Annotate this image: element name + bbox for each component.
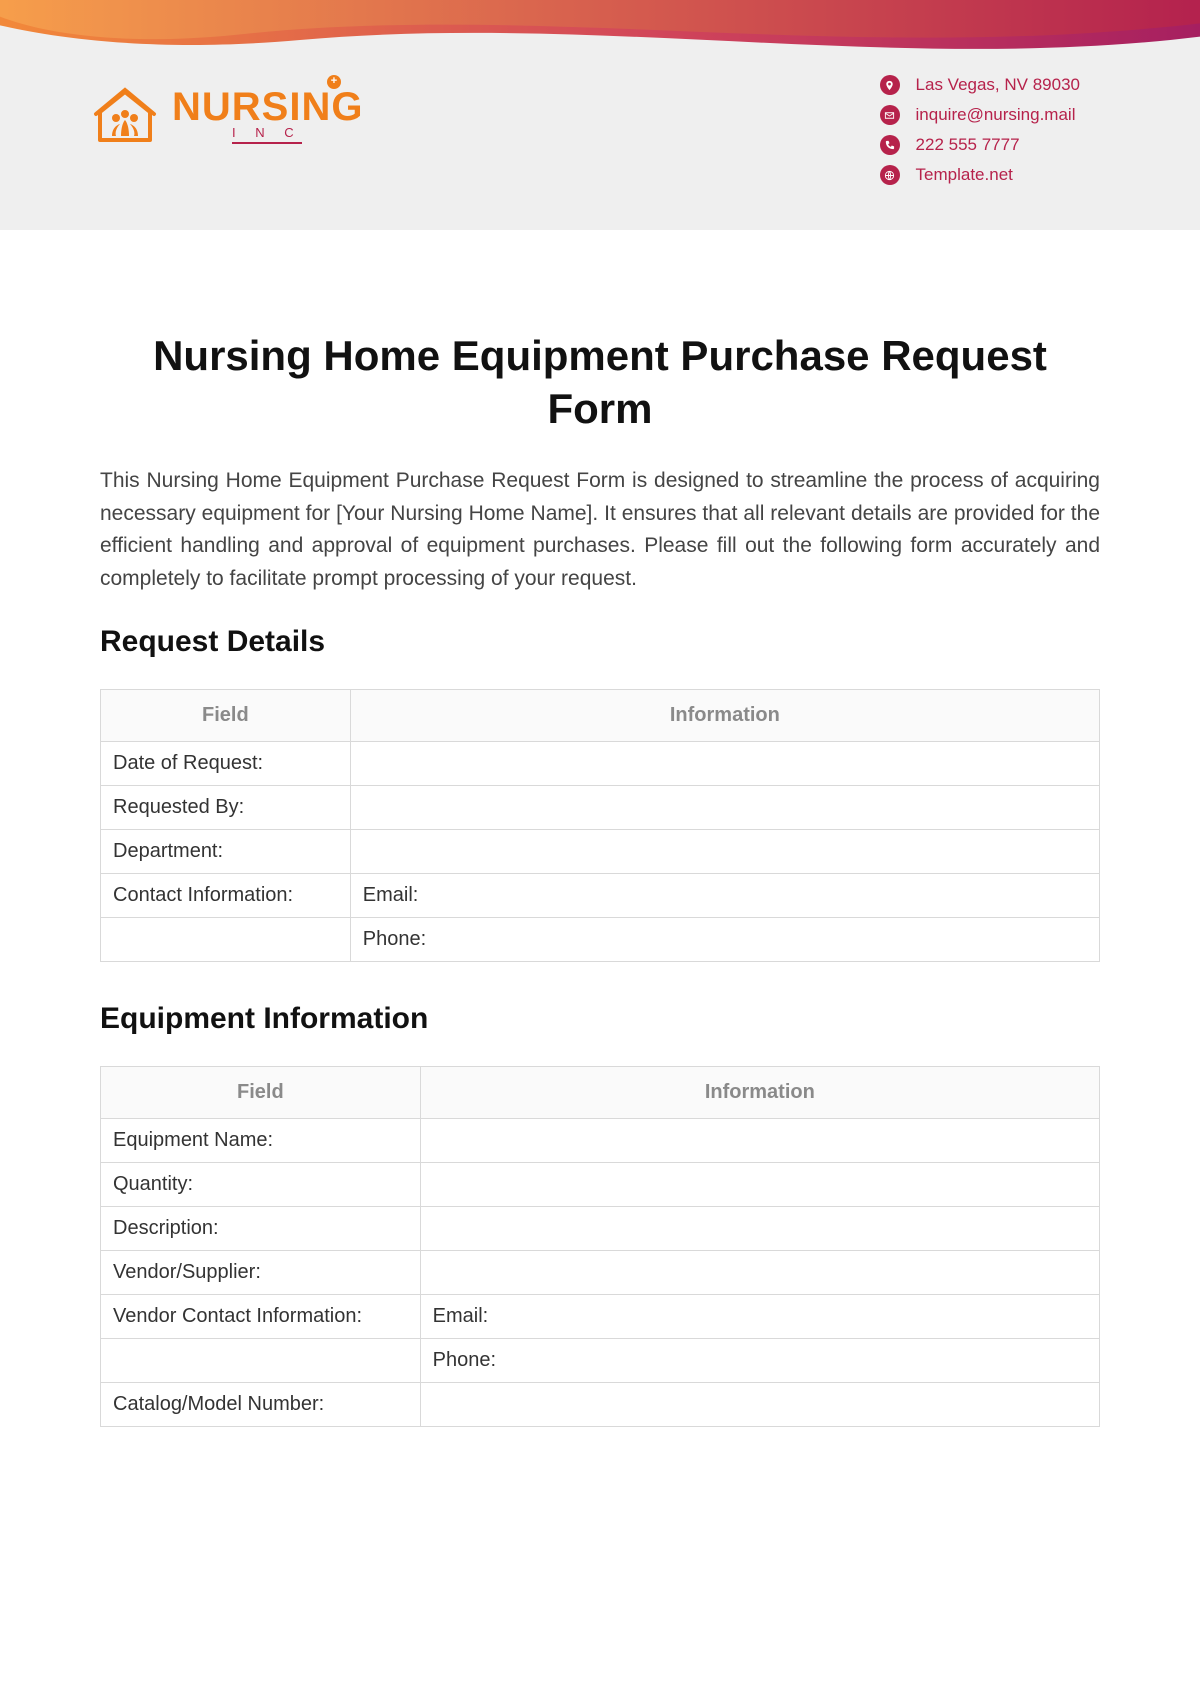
field-cell: Quantity: (101, 1163, 421, 1207)
info-cell[interactable] (350, 742, 1099, 786)
equipment-info-heading: Equipment Information (100, 1002, 1100, 1036)
field-cell: Vendor Contact Information: (101, 1295, 421, 1339)
table-row: Contact Information: Email: (101, 874, 1100, 918)
info-cell[interactable] (350, 786, 1099, 830)
info-cell[interactable]: Email: (350, 874, 1099, 918)
logo-house-icon (90, 80, 160, 150)
email-icon (880, 105, 900, 125)
location-icon (880, 75, 900, 95)
table-row: Vendor Contact Information: Email: (101, 1295, 1100, 1339)
field-cell: Vendor/Supplier: (101, 1251, 421, 1295)
field-cell: Catalog/Model Number: (101, 1383, 421, 1427)
table-row: Equipment Name: (101, 1119, 1100, 1163)
info-cell[interactable] (420, 1251, 1099, 1295)
info-cell[interactable] (350, 830, 1099, 874)
document-content: Nursing Home Equipment Purchase Request … (0, 230, 1200, 1507)
contact-address-row: Las Vegas, NV 89030 (880, 75, 1080, 95)
field-cell: Requested By: (101, 786, 351, 830)
contact-email: inquire@nursing.mail (916, 105, 1076, 125)
info-cell[interactable]: Phone: (350, 918, 1099, 962)
info-cell[interactable]: Phone: (420, 1339, 1099, 1383)
contact-website-row: Template.net (880, 165, 1080, 185)
page-title: Nursing Home Equipment Purchase Request … (100, 330, 1100, 435)
table-row: Description: (101, 1207, 1100, 1251)
header-wave (0, 0, 1200, 80)
column-header: Field (101, 1067, 421, 1119)
table-row: Phone: (101, 918, 1100, 962)
table-row: Catalog/Model Number: (101, 1383, 1100, 1427)
field-cell: Date of Request: (101, 742, 351, 786)
contact-phone-row: 222 555 7777 (880, 135, 1080, 155)
column-header: Field (101, 690, 351, 742)
table-row: Vendor/Supplier: (101, 1251, 1100, 1295)
request-details-heading: Request Details (100, 625, 1100, 659)
table-row: Quantity: (101, 1163, 1100, 1207)
globe-icon (880, 165, 900, 185)
column-header: Information (420, 1067, 1099, 1119)
phone-icon (880, 135, 900, 155)
brand-name: NURSING + (172, 87, 363, 127)
request-details-table: Field Information Date of Request: Reque… (100, 689, 1100, 962)
table-header-row: Field Information (101, 690, 1100, 742)
info-cell[interactable]: Email: (420, 1295, 1099, 1339)
plus-icon: + (327, 75, 341, 89)
field-cell: Equipment Name: (101, 1119, 421, 1163)
logo-block: NURSING + I N C (90, 80, 363, 150)
field-cell (101, 918, 351, 962)
column-header: Information (350, 690, 1099, 742)
info-cell[interactable] (420, 1119, 1099, 1163)
table-row: Department: (101, 830, 1100, 874)
intro-paragraph: This Nursing Home Equipment Purchase Req… (100, 465, 1100, 595)
table-row: Date of Request: (101, 742, 1100, 786)
header-banner: NURSING + I N C Las Vegas, NV 89030 inqu… (0, 0, 1200, 230)
contact-email-row: inquire@nursing.mail (880, 105, 1080, 125)
table-row: Requested By: (101, 786, 1100, 830)
field-cell: Description: (101, 1207, 421, 1251)
table-row: Phone: (101, 1339, 1100, 1383)
info-cell[interactable] (420, 1383, 1099, 1427)
field-cell: Contact Information: (101, 874, 351, 918)
table-header-row: Field Information (101, 1067, 1100, 1119)
contact-website: Template.net (916, 165, 1013, 185)
contact-block: Las Vegas, NV 89030 inquire@nursing.mail… (880, 75, 1080, 195)
info-cell[interactable] (420, 1163, 1099, 1207)
contact-address: Las Vegas, NV 89030 (916, 75, 1080, 95)
info-cell[interactable] (420, 1207, 1099, 1251)
logo-text: NURSING + I N C (172, 87, 363, 144)
field-cell (101, 1339, 421, 1383)
field-cell: Department: (101, 830, 351, 874)
contact-phone: 222 555 7777 (916, 135, 1020, 155)
equipment-info-table: Field Information Equipment Name: Quanti… (100, 1066, 1100, 1427)
